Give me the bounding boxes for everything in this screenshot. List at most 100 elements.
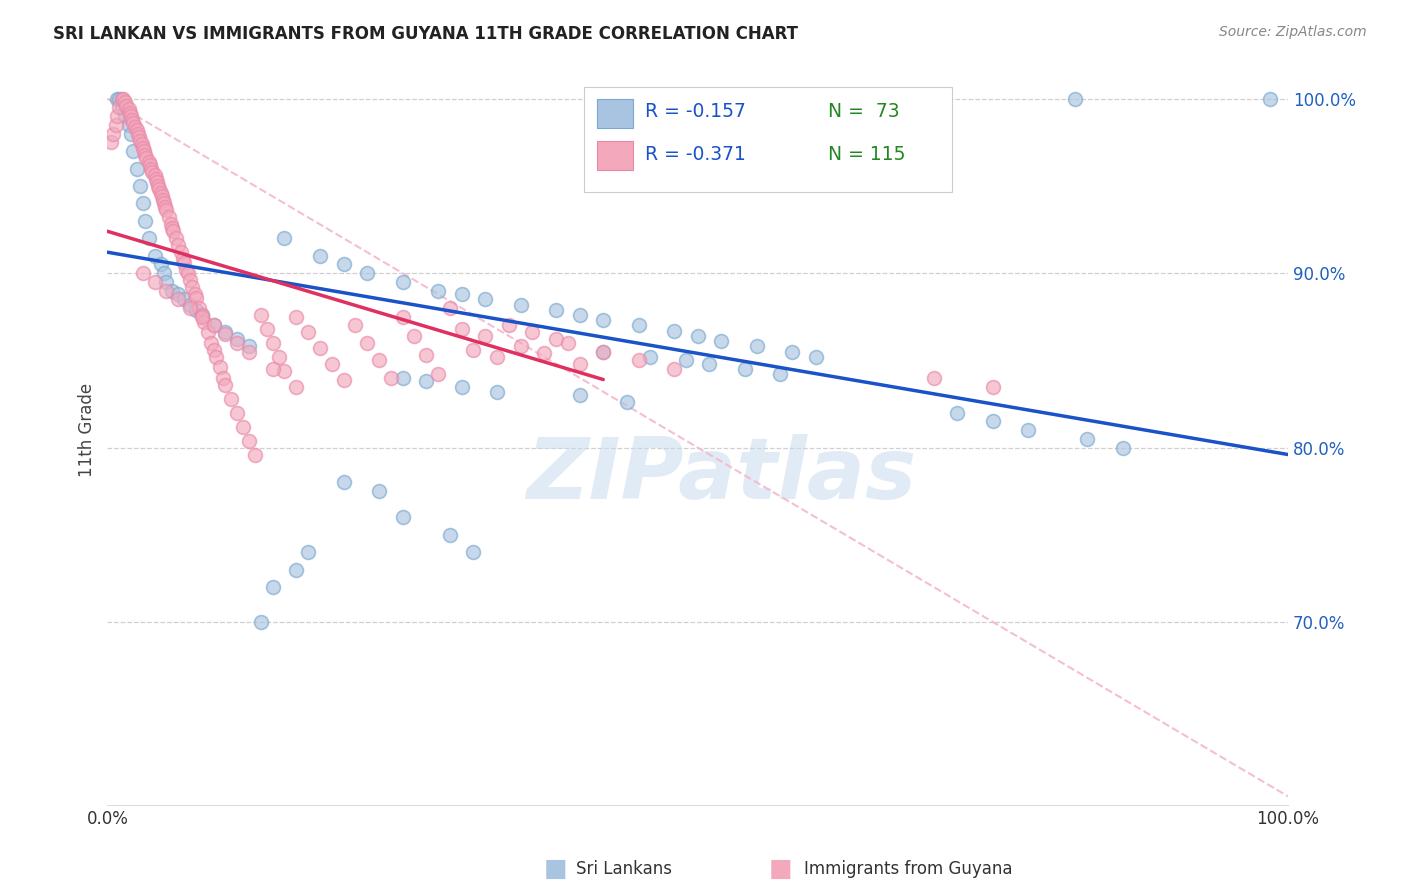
Text: ■: ■ (544, 857, 567, 880)
Point (368, 484, 391, 499)
Point (143, 275, 166, 289)
Point (184, 287, 207, 301)
Point (125, 161, 148, 176)
Point (332, 372, 354, 386)
Point (176, 262, 198, 277)
Point (152, 193, 174, 207)
Point (179, 301, 201, 315)
Point (1017, 423, 1039, 437)
Point (627, 318, 650, 333)
Point (121, 112, 143, 127)
Point (114, 95, 136, 110)
Point (208, 360, 231, 375)
Point (117, 118, 139, 132)
Point (188, 301, 211, 315)
Point (132, 140, 155, 154)
Point (804, 350, 827, 364)
Point (463, 343, 485, 357)
Point (309, 249, 332, 263)
Point (122, 116, 145, 130)
Point (118, 105, 141, 120)
Point (131, 137, 153, 152)
Point (202, 318, 225, 333)
Point (155, 203, 177, 218)
Point (391, 510, 413, 524)
Point (509, 339, 531, 353)
Point (125, 123, 148, 137)
Point (1064, 92, 1087, 106)
Point (568, 308, 591, 322)
Point (250, 615, 273, 629)
Point (474, 293, 496, 307)
Point (205, 350, 228, 364)
Point (450, 379, 472, 393)
Point (111, 92, 134, 106)
Point (105, 109, 128, 123)
Point (544, 302, 567, 317)
Point (173, 255, 195, 269)
Point (780, 344, 803, 359)
Point (191, 308, 214, 322)
Point (132, 196, 155, 211)
Text: SRI LANKAN VS IMMIGRANTS FROM GUYANA 11TH GRADE CORRELATION CHART: SRI LANKAN VS IMMIGRANTS FROM GUYANA 11T… (53, 25, 799, 43)
Point (160, 217, 183, 231)
Point (212, 371, 235, 385)
Point (450, 322, 472, 336)
Point (179, 273, 201, 287)
Point (243, 448, 266, 462)
Point (143, 249, 166, 263)
Point (592, 344, 614, 359)
Point (104, 118, 127, 132)
Point (128, 130, 150, 145)
Point (214, 327, 236, 342)
Point (710, 334, 733, 348)
Point (285, 379, 308, 393)
Point (162, 284, 184, 298)
Point (922, 371, 945, 385)
Point (509, 297, 531, 311)
Point (127, 127, 149, 141)
Point (153, 266, 176, 280)
Point (120, 109, 142, 123)
Point (544, 333, 567, 347)
Point (262, 335, 284, 350)
Point (191, 310, 214, 324)
Text: Immigrants from Guyana: Immigrants from Guyana (804, 860, 1012, 878)
Point (946, 406, 969, 420)
Point (981, 379, 1004, 393)
Point (592, 344, 614, 359)
Point (981, 414, 1004, 428)
Point (463, 545, 485, 559)
Point (167, 293, 190, 307)
Point (226, 333, 249, 347)
Point (368, 353, 391, 368)
Point (522, 326, 544, 340)
Point (232, 419, 254, 434)
Point (267, 350, 290, 364)
Point (114, 109, 136, 123)
Point (238, 344, 260, 359)
Point (415, 348, 437, 362)
Point (297, 326, 319, 340)
Point (662, 324, 685, 338)
Point (221, 392, 243, 406)
Point (627, 353, 650, 368)
Point (143, 169, 166, 183)
Point (1112, 441, 1135, 455)
Point (138, 154, 160, 169)
Point (256, 322, 278, 336)
Point (138, 231, 160, 245)
Point (176, 266, 198, 280)
Text: R = -0.371: R = -0.371 (644, 145, 745, 164)
Point (103, 127, 125, 141)
Point (108, 92, 131, 106)
Point (734, 362, 756, 376)
Point (439, 301, 461, 315)
Point (148, 182, 170, 196)
Point (662, 362, 685, 376)
Point (568, 357, 591, 371)
Point (415, 374, 437, 388)
Point (146, 178, 169, 193)
Point (568, 388, 591, 402)
Point (297, 545, 319, 559)
